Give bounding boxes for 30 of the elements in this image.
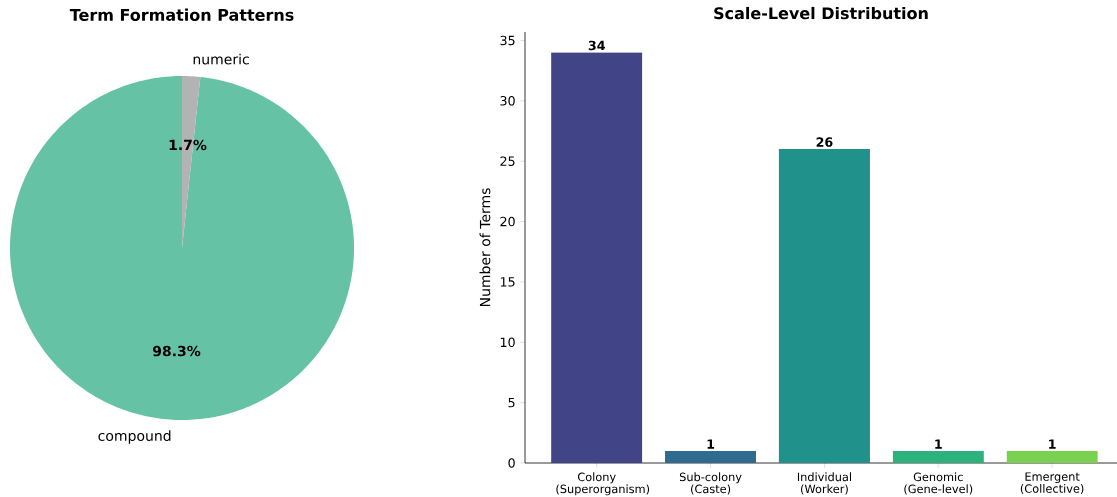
bar: [665, 450, 757, 463]
slice-label: compound: [98, 430, 171, 444]
y-axis-title: Number of Terms: [479, 188, 491, 307]
y-tick-label: 25: [500, 156, 515, 166]
data-label: 98.3%: [152, 345, 201, 357]
x-tick-label: Colony (Superorganism): [556, 472, 650, 496]
x-tick-label: Individual (Worker): [797, 472, 851, 495]
bar: [551, 52, 643, 463]
data-label: 26: [816, 137, 833, 147]
y-tick-label: 20: [500, 216, 515, 227]
y-tick-label: 10: [500, 337, 515, 348]
x-tick-label: Sub-colony (Caste): [679, 472, 742, 495]
y-tick-label: 30: [500, 96, 515, 106]
y-tick-label: 15: [500, 277, 515, 287]
data-label: 1.7%: [169, 139, 207, 151]
data-label: 1: [935, 439, 942, 449]
y-tick-label: 0: [508, 458, 515, 468]
y-tick-label: 35: [500, 35, 515, 46]
chart-title: Scale-Level Distribution: [714, 6, 928, 20]
slice-label: numeric: [193, 53, 249, 65]
bar: [1006, 450, 1098, 463]
data-label: 1: [1049, 439, 1056, 449]
y-tick-label: 5: [508, 397, 515, 408]
data-label: 34: [588, 40, 605, 51]
data-label: 1: [707, 439, 715, 449]
bar: [892, 450, 984, 463]
x-tick-label: Genomic (Gene-level): [904, 472, 973, 495]
chart-title: Term Formation Patterns: [69, 8, 294, 21]
x-tick-label: Emergent (Collective): [1020, 472, 1084, 495]
bar: [778, 149, 870, 463]
